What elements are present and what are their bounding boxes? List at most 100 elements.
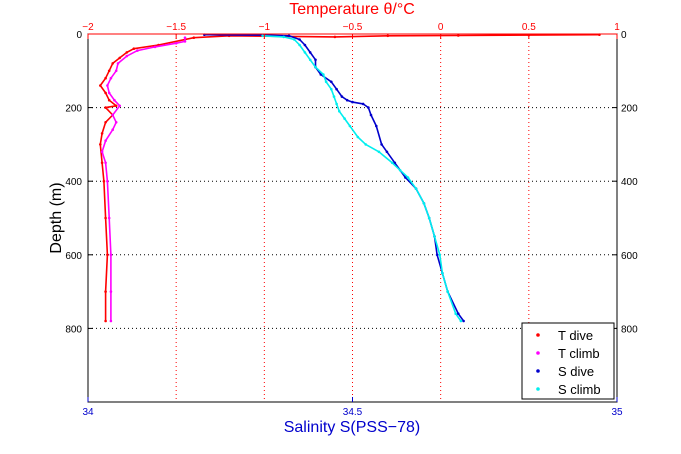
temperature-tick-label: 1 xyxy=(614,22,620,33)
data-point xyxy=(287,34,291,38)
legend: T dive T climb S dive S climb xyxy=(521,322,615,400)
data-point xyxy=(324,80,328,84)
data-point xyxy=(441,271,444,275)
data-point xyxy=(132,47,136,50)
data-series xyxy=(99,33,601,323)
data-point xyxy=(113,98,116,102)
data-point xyxy=(104,161,107,165)
data-point xyxy=(330,80,333,84)
legend-marker xyxy=(536,369,540,373)
data-point xyxy=(459,319,463,323)
data-point xyxy=(99,143,102,146)
data-point xyxy=(338,110,341,113)
data-point xyxy=(356,135,360,139)
data-point xyxy=(107,98,111,102)
data-point xyxy=(361,102,365,106)
data-point xyxy=(457,312,460,316)
data-point xyxy=(114,121,118,124)
data-point xyxy=(435,253,439,257)
data-point xyxy=(335,87,338,91)
legend-marker xyxy=(536,351,540,355)
data-point xyxy=(335,102,338,106)
data-point xyxy=(136,49,139,52)
data-point xyxy=(109,253,113,257)
data-point xyxy=(104,216,107,220)
depth-tick-label-right: 0 xyxy=(621,30,627,41)
data-point xyxy=(404,176,407,179)
top-axis-title: Temperature θ/°C xyxy=(289,1,415,18)
data-point xyxy=(109,319,113,323)
legend-label: T climb xyxy=(558,346,600,361)
temperature-tick-label: −0.5 xyxy=(343,22,363,33)
data-point xyxy=(454,312,458,316)
data-point xyxy=(319,73,323,76)
data-point xyxy=(104,290,107,293)
data-point xyxy=(406,176,410,179)
data-point xyxy=(107,216,111,220)
data-point xyxy=(348,124,352,128)
salinity-tick-label: 35 xyxy=(611,407,623,418)
data-point xyxy=(118,104,121,108)
data-point xyxy=(104,76,107,80)
data-point xyxy=(192,36,196,39)
data-point xyxy=(261,34,264,38)
data-point xyxy=(375,124,378,128)
data-point xyxy=(345,98,349,102)
data-point xyxy=(314,65,317,69)
data-point xyxy=(100,132,104,135)
depth-tick-label-left: 400 xyxy=(65,177,82,188)
data-point xyxy=(109,290,113,293)
depth-tick-label-left: 600 xyxy=(65,251,82,262)
data-point xyxy=(343,117,346,120)
depth-tick-label-left: 0 xyxy=(76,30,82,41)
data-point xyxy=(99,84,102,87)
data-point xyxy=(104,121,107,124)
temperature-tick-label: 0.5 xyxy=(522,22,536,33)
legend-marker xyxy=(536,387,540,391)
data-point xyxy=(303,43,307,47)
data-point xyxy=(111,113,114,117)
data-point xyxy=(308,51,312,54)
data-point xyxy=(104,139,107,142)
data-point xyxy=(109,76,113,80)
data-point xyxy=(333,35,337,39)
salinity-tick-label: 34.5 xyxy=(343,407,363,418)
legend-marker xyxy=(536,333,540,337)
data-point xyxy=(116,62,120,65)
data-point xyxy=(377,150,381,154)
data-point xyxy=(367,106,370,109)
legend-label: S climb xyxy=(558,382,601,397)
series-line-t-climb xyxy=(101,37,186,321)
depth-tick-label-right: 800 xyxy=(621,324,638,335)
data-point xyxy=(433,235,436,238)
data-point xyxy=(183,36,187,39)
data-point xyxy=(303,51,307,54)
depth-tick-label-right: 600 xyxy=(621,251,638,262)
data-point xyxy=(427,216,431,220)
data-point xyxy=(298,43,301,47)
data-point xyxy=(114,69,118,73)
data-point xyxy=(369,113,373,117)
depth-tick-label-left: 200 xyxy=(65,104,82,115)
data-point xyxy=(457,34,460,37)
data-point xyxy=(414,187,418,190)
data-point xyxy=(314,58,317,62)
data-point xyxy=(107,91,111,95)
temperature-tick-label: −1 xyxy=(259,22,271,33)
data-point xyxy=(351,100,354,104)
data-point xyxy=(446,290,450,293)
data-point xyxy=(393,161,397,165)
data-point xyxy=(322,73,325,76)
data-point xyxy=(100,150,104,154)
data-point xyxy=(332,95,336,98)
legend-label: T dive xyxy=(558,328,593,343)
data-point xyxy=(364,143,368,146)
series-line-s-climb xyxy=(262,35,462,322)
data-point xyxy=(100,161,104,165)
y-axis-title: Depth (m) xyxy=(48,182,65,253)
depth-tick-label-left: 800 xyxy=(65,324,82,335)
data-point xyxy=(111,62,114,65)
data-point xyxy=(153,45,157,49)
